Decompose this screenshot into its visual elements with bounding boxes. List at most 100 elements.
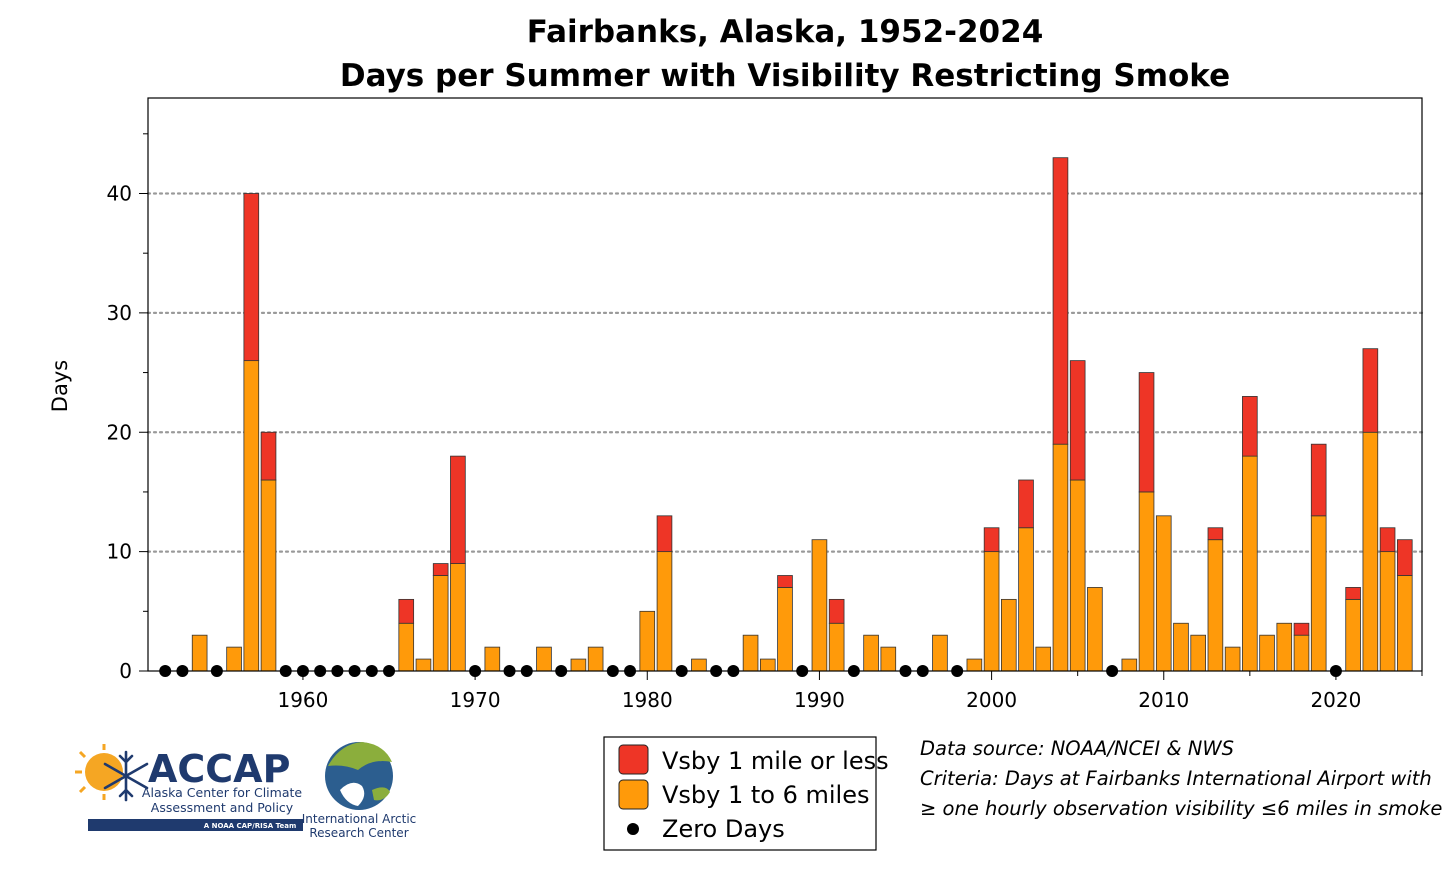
y-tick-label-30: 30: [107, 301, 132, 325]
legend-zero-dot: [627, 823, 639, 835]
bar-1to6-1954: [191, 634, 208, 672]
data-source-note: Data source: NOAA/NCEI & NWS: [920, 737, 1234, 760]
bar-1orless-1988: [777, 575, 793, 588]
bar-1to6-2016: [1259, 634, 1275, 672]
snowflake-icon: [103, 750, 149, 802]
bar-1to6-1974: [536, 646, 552, 672]
plot-frame: [147, 97, 1423, 672]
bar-1to6-1983: [691, 658, 707, 672]
legend-swatch-red: [618, 744, 649, 775]
bar-1orless-2018: [1293, 622, 1310, 636]
x-tick-label-1970: 1970: [450, 688, 501, 712]
bar-1to6-2021: [1345, 598, 1361, 672]
legend-swatch-orange: [618, 779, 649, 810]
bar-1orless-1957: [243, 193, 260, 362]
bar-1to6-1991: [828, 622, 845, 672]
legend-label-orange: Vsby 1 to 6 miles: [662, 781, 870, 809]
bar-1to6-1956: [226, 646, 242, 672]
bar-1to6-1969: [450, 563, 466, 672]
legend-label-zero: Zero Days: [662, 815, 785, 843]
x-axis-ticks: 1960 1970 1980 1990 2000 2010 2020: [216, 671, 1423, 712]
bar-1orless-2024: [1396, 539, 1413, 576]
bar-1orless-2002: [1018, 479, 1034, 529]
bar-1to6-1999: [966, 658, 983, 672]
accap-name: ACCAP: [148, 747, 290, 791]
bar-1to6-1977: [587, 646, 604, 672]
bar-1orless-1968: [432, 563, 449, 576]
bar-1to6-2008: [1121, 658, 1138, 672]
y-axis-ticks: 0 10 20 30 40: [107, 133, 148, 683]
accap-line2: Assessment and Policy: [151, 800, 294, 815]
legend: Vsby 1 mile or less Vsby 1 to 6 miles Ze…: [603, 736, 889, 851]
bar-1to6-1966: [398, 622, 415, 672]
bar-1orless-1958: [260, 431, 277, 481]
bar-1to6-2000: [983, 551, 1000, 672]
bar-1orless-1991: [828, 598, 845, 624]
accap-line1: Alaska Center for Climate: [142, 785, 302, 800]
bar-1to6-1988: [777, 587, 793, 672]
bar-1to6-2019: [1310, 515, 1327, 672]
bar-1orless-1981: [656, 515, 673, 553]
x-tick-label-1990: 1990: [794, 688, 845, 712]
bar-1to6-2023: [1379, 551, 1396, 672]
bar-1to6-1976: [570, 658, 587, 672]
globe-land-top: [328, 742, 392, 770]
bar-1to6-1971: [484, 646, 501, 672]
bars: [191, 157, 1413, 672]
bar-1orless-1969: [450, 455, 466, 564]
y-tick-label-10: 10: [107, 540, 132, 564]
bar-1to6-2011: [1173, 622, 1189, 672]
chart-title: Fairbanks, Alaska, 1952-2024: [527, 14, 1044, 50]
bar-1to6-2002: [1018, 527, 1034, 672]
bar-1to6-2024: [1396, 575, 1413, 672]
criteria-note-line1: Criteria: Days at Fairbanks Internationa…: [920, 767, 1432, 790]
chart-subtitle: Days per Summer with Visibility Restrict…: [340, 58, 1230, 94]
bar-1orless-2013: [1207, 527, 1224, 541]
x-tick-label-1960: 1960: [277, 688, 328, 712]
bar-1orless-2019: [1310, 443, 1327, 517]
accap-banner: [88, 819, 303, 831]
bar-1orless-2015: [1242, 396, 1258, 457]
bar-1to6-2013: [1207, 539, 1224, 672]
bar-1to6-2001: [1001, 598, 1017, 672]
accap-logo: ACCAP Alaska Center for Climate Assessme…: [75, 744, 303, 831]
y-tick-label-0: 0: [119, 659, 132, 683]
accap-tag: A NOAA CAP/RISA Team: [204, 822, 297, 830]
gridlines: [146, 192, 1424, 553]
iarc-line2: Research Center: [309, 826, 408, 840]
bar-1to6-1997: [932, 634, 948, 672]
bar-1orless-1966: [398, 598, 415, 624]
bar-1orless-2022: [1362, 348, 1379, 433]
bar-1to6-1990: [811, 539, 828, 672]
y-tick-label-20: 20: [107, 420, 132, 444]
bar-1to6-1958: [260, 479, 277, 672]
bar-1to6-1987: [759, 658, 776, 672]
bar-1to6-2018: [1293, 634, 1310, 672]
sun-icon: [85, 753, 123, 791]
bar-1to6-1967: [415, 658, 432, 672]
bar-1to6-2009: [1138, 491, 1155, 672]
sun-rays-icon: [75, 744, 106, 800]
polar-bear-icon: [340, 782, 365, 806]
bar-1to6-2006: [1087, 587, 1103, 672]
x-tick-label-2010: 2010: [1138, 688, 1189, 712]
bar-1to6-1994: [880, 646, 897, 672]
bar-1orless-2000: [983, 527, 1000, 553]
bar-1orless-2005: [1069, 360, 1086, 481]
bar-1orless-2004: [1052, 157, 1069, 445]
bar-1to6-2014: [1224, 646, 1241, 672]
bar-1orless-2023: [1379, 527, 1396, 553]
legend-box: [603, 736, 877, 851]
bar-1to6-1993: [863, 634, 879, 672]
bar-1to6-2017: [1276, 622, 1293, 672]
bar-1to6-1981: [656, 551, 673, 672]
y-tick-label-40: 40: [107, 182, 132, 206]
bar-1orless-2009: [1138, 372, 1155, 493]
x-tick-label-1980: 1980: [622, 688, 673, 712]
x-tick-label-2020: 2020: [1310, 688, 1361, 712]
bar-1to6-1986: [742, 634, 759, 672]
bar-1orless-2021: [1345, 587, 1361, 600]
legend-label-red: Vsby 1 mile or less: [662, 747, 889, 775]
bar-1to6-1980: [639, 610, 656, 672]
